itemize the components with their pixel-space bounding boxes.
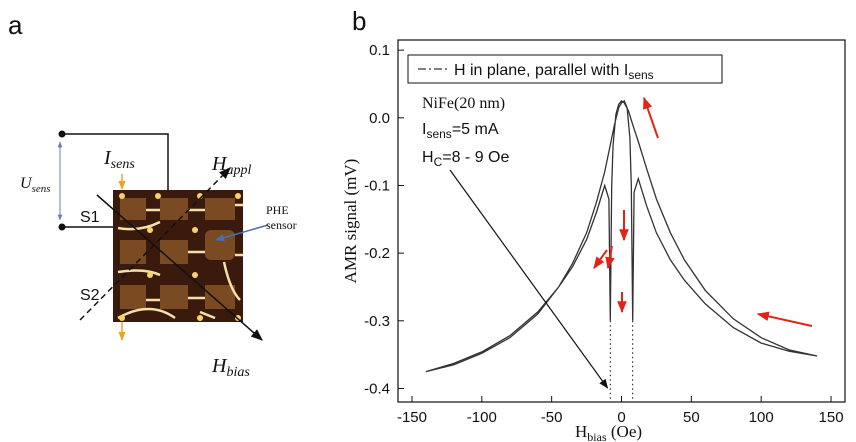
s2-label: S2 — [80, 287, 100, 304]
annotation-main: H — [422, 149, 434, 166]
annotation-rest: =8 - 9 Oe — [442, 149, 509, 166]
annotation-rest: =5 mA — [452, 121, 499, 138]
photo-pads — [120, 198, 235, 309]
sensor-label: sensor — [266, 218, 297, 232]
s1-label: S1 — [80, 209, 100, 226]
annotation-main: I — [422, 121, 426, 138]
y-tick-label: -0.2 — [364, 245, 390, 262]
u-label: Usens — [20, 175, 51, 195]
data-line — [425, 99, 818, 373]
x-tick-label: -100 — [467, 409, 497, 426]
i-label: Isens — [103, 147, 135, 172]
h-bias-label: Hbias — [211, 355, 250, 380]
panel-label: b — [352, 6, 366, 36]
y-tick-label: 0.1 — [369, 42, 390, 59]
x-tick-label: 50 — [683, 409, 700, 426]
annotation-sub: C — [434, 155, 443, 169]
x-tick-label: 0 — [617, 409, 625, 426]
sweep-arrow — [643, 96, 659, 139]
x-axis-label-unit: (Oe) — [607, 422, 642, 441]
photo-tracks — [117, 203, 243, 320]
annotation: NiFe(20 nm) — [422, 95, 505, 112]
sweep-arrow — [756, 311, 813, 327]
h-appl-label: Happl — [211, 153, 251, 178]
y-tick-label: -0.1 — [364, 177, 390, 194]
legend-box — [407, 54, 723, 84]
x-tick-label: -150 — [397, 409, 427, 426]
legend-label-sub: sens — [628, 68, 653, 82]
x-axis-label-sub: bias — [587, 430, 607, 442]
x-tick-label: -50 — [541, 409, 563, 426]
annotation: HC=8 - 9 Oe — [422, 149, 509, 169]
legend-label-main: H in plane, parallel with I — [454, 62, 628, 79]
sweep-arrow — [605, 245, 615, 270]
x-axis-label: Hbias (Oe) — [575, 422, 642, 442]
y-tick-label: -0.3 — [364, 313, 390, 330]
y-tick-label: 0.0 — [369, 110, 390, 127]
sensor-label: PHE — [266, 203, 289, 217]
x-tick-label: 100 — [749, 409, 774, 426]
panel-label: a — [8, 10, 23, 40]
annotation: Isens=5 mA — [422, 121, 499, 141]
annotation-sub: sens — [426, 127, 451, 141]
annotation-arrow — [449, 169, 609, 389]
y-tick-label: -0.4 — [364, 380, 390, 397]
diagram: Usens Isens Happl Hbias S1 S2 PHE sensor — [20, 130, 297, 380]
sweep-arrow — [593, 249, 608, 269]
x-axis-label-main: H — [575, 422, 587, 441]
legend-label: H in plane, parallel with Isens — [454, 62, 654, 82]
y-axis-label: AMR signal (mV) — [341, 159, 360, 284]
chart: 0.1 0.0 -0.1 -0.2 -0.3 -0.4 -150 -100 -50 0 50 100 1… — [341, 39, 846, 442]
x-tick-label: 150 — [819, 409, 844, 426]
